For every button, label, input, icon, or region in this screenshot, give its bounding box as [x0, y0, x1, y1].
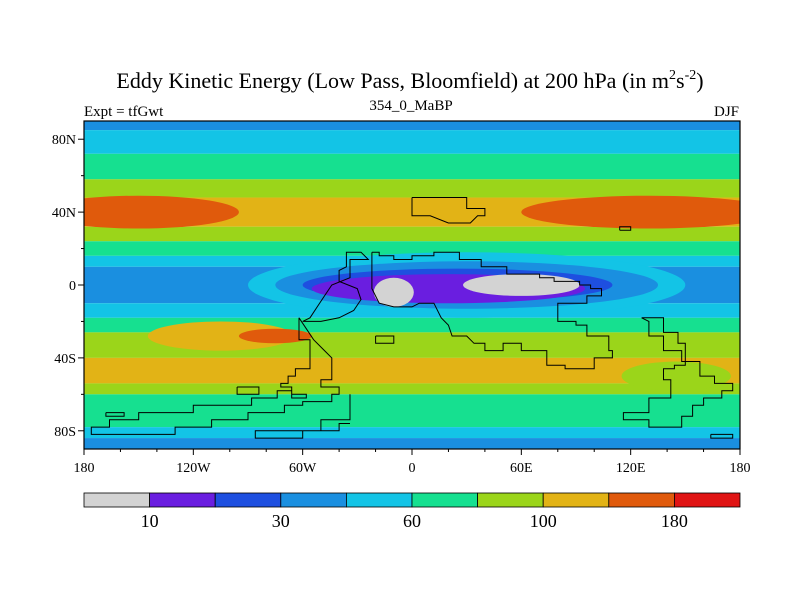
colorbar-swatch-8: [608, 492, 675, 508]
colorbar-swatch-6: [477, 492, 544, 508]
field-feature-9: [373, 277, 414, 307]
x-tick-label-4: 60E: [510, 461, 533, 476]
coastline-5: [236, 386, 260, 395]
x-tick-label-6: 180: [730, 461, 751, 476]
colorbar-label-1: 30: [272, 511, 290, 531]
colorbar-swatch-0: [83, 492, 150, 508]
colorbar-swatch-7: [542, 492, 610, 508]
subtitle-center: 354_0_MaBP: [369, 98, 452, 114]
colorbar: 10 30 60 100 180: [83, 492, 741, 531]
y-tick-label-2: 0: [69, 279, 76, 294]
x-tick-label-0: 180: [74, 461, 95, 476]
x-tick-label-3: 0: [409, 461, 416, 476]
coastline-3: [90, 317, 340, 435]
colorbar-label-4: 180: [661, 511, 688, 531]
field-feature-0: [84, 195, 239, 229]
field-feature-2: [147, 321, 294, 351]
colorbar-swatch-1: [149, 492, 216, 508]
colorbar-label-3: 100: [530, 511, 557, 531]
subtitle-left: Expt = tfGwt: [84, 104, 164, 120]
lat-band-5: [84, 226, 740, 242]
lat-band-6: [84, 241, 740, 256]
colorbar-label-0: 10: [141, 511, 159, 531]
colorbar-swatch-4: [345, 492, 413, 508]
x-tick-label-1: 120W: [176, 461, 211, 476]
x-tick-label-5: 120E: [616, 461, 646, 476]
coastline-4: [375, 335, 395, 344]
lat-band-13: [84, 383, 740, 395]
coastline-7: [105, 412, 125, 417]
coastlines: [90, 197, 734, 439]
lat-band-16: [84, 438, 740, 449]
field-feature-3: [238, 328, 312, 344]
y-tick-label-1: 40N: [52, 206, 76, 221]
lat-band-0: [84, 121, 740, 131]
y-tick-label-0: 80N: [52, 133, 76, 148]
lat-band-2: [84, 153, 740, 180]
y-tick-label-4: 80S: [54, 425, 76, 440]
heatmap-field: [84, 121, 740, 449]
coastline-8: [622, 317, 734, 428]
x-tick-label-2: 60W: [289, 461, 317, 476]
lat-band-1: [84, 130, 740, 154]
colorbar-swatch-5: [411, 492, 478, 508]
subtitle-right: DJF: [714, 104, 739, 120]
field-feature-10: [463, 274, 580, 296]
colorbar-swatch-3: [280, 492, 347, 508]
chart-title: Eddy Kinetic Energy (Low Pass, Bloomfiel…: [116, 68, 703, 93]
x-axis: 180 120W 60W 0 60E 120E 180: [74, 449, 751, 476]
coastline-0: [411, 197, 486, 224]
coastline-1: [371, 251, 613, 370]
y-axis: 80N 40N 0 40S 80S: [52, 133, 84, 440]
colorbar-swatch-9: [674, 492, 741, 508]
colorbar-swatch-2: [214, 492, 282, 508]
coastline-2: [302, 251, 370, 322]
field-feature-4: [621, 361, 731, 391]
lat-band-3: [84, 179, 740, 198]
coastline-10: [619, 226, 632, 231]
coastline-9: [710, 433, 734, 439]
y-tick-label-3: 40S: [54, 352, 76, 367]
field-feature-1: [521, 195, 740, 229]
lat-band-14: [84, 394, 740, 428]
colorbar-label-2: 60: [403, 511, 421, 531]
lat-band-15: [84, 427, 740, 439]
coastline-6: [254, 394, 351, 439]
